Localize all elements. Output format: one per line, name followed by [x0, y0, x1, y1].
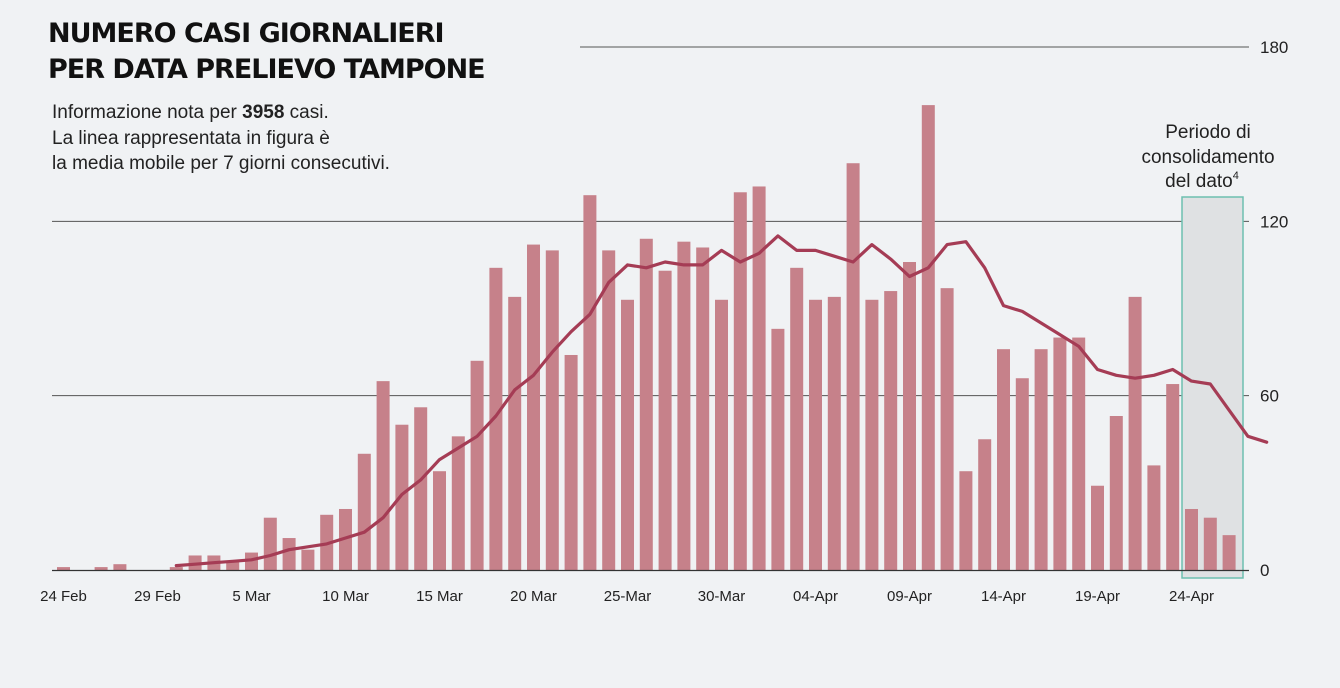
x-tick-label-8: 04-Apr: [793, 588, 838, 605]
chart-title-line-1: NUMERO CASI GIORNALIERI: [48, 18, 445, 49]
bar-39: [790, 267, 804, 570]
bar-0: [57, 567, 70, 570]
bar-23: [489, 267, 503, 570]
y-tick-label-180: 180: [1260, 38, 1288, 57]
bar-3: [113, 564, 127, 570]
bar-60: [1185, 508, 1198, 570]
bar-13: [301, 549, 315, 570]
annotation-text: del dato: [1165, 171, 1233, 192]
annotation-footnote: 4: [1233, 170, 1239, 182]
bar-42: [846, 163, 860, 570]
bar-9: [226, 561, 240, 570]
bar-2: [94, 567, 108, 570]
x-tick-label-9: 09-Apr: [887, 588, 932, 605]
bar-50: [997, 349, 1010, 570]
bar-28: [583, 195, 597, 570]
subtitle-prefix: Informazione nota per: [52, 102, 243, 123]
bar-11: [263, 517, 277, 570]
bar-54: [1072, 337, 1086, 570]
bar-57: [1128, 296, 1142, 570]
x-tick-label-0: 24 Feb: [40, 588, 87, 605]
bar-32: [658, 270, 672, 570]
subtitle-suffix: casi.: [284, 102, 329, 123]
bars: [57, 105, 1236, 571]
bar-34: [696, 247, 710, 570]
bar-37: [752, 186, 766, 570]
bar-61: [1203, 517, 1217, 570]
bar-26: [545, 250, 559, 570]
y-axis-ticks: 0 60 120 180: [1260, 38, 1288, 580]
x-tick-label-12: 24-Apr: [1169, 588, 1214, 605]
bar-47: [940, 288, 954, 570]
x-tick-label-7: 30-Mar: [698, 588, 746, 605]
bar-52: [1034, 349, 1048, 570]
annotation-line-3: del dato4: [1165, 170, 1239, 192]
y-tick-label-60: 60: [1260, 387, 1279, 406]
bar-30: [621, 299, 634, 570]
bar-38: [771, 328, 785, 570]
x-axis-ticks: 24 Feb 29 Feb 5 Mar 10 Mar 15 Mar 20 Mar 25-Ma…: [40, 588, 1214, 605]
subtitle-line-3: la media mobile per 7 giorni consecutivi…: [52, 153, 390, 174]
bar-62: [1222, 535, 1236, 570]
bar-33: [677, 241, 691, 570]
bar-44: [884, 291, 898, 570]
x-tick-label-1: 29 Feb: [134, 588, 181, 605]
total-cases-value: 3958: [242, 102, 285, 123]
bar-35: [715, 299, 728, 570]
bar-12: [282, 538, 296, 570]
bar-45: [903, 262, 916, 570]
bar-31: [639, 238, 653, 570]
bar-27: [564, 354, 578, 570]
bar-56: [1109, 416, 1123, 570]
bar-55: [1091, 485, 1104, 570]
bar-41: [827, 296, 841, 570]
x-tick-label-6: 25-Mar: [604, 588, 652, 605]
x-tick-label-11: 19-Apr: [1075, 588, 1120, 605]
bar-53: [1053, 337, 1067, 570]
bar-16: [357, 453, 371, 570]
bar-24: [508, 296, 522, 570]
bar-51: [1015, 378, 1029, 570]
annotation-line-2: consolidamento: [1141, 147, 1274, 168]
bar-20: [433, 471, 446, 570]
bar-58: [1147, 465, 1161, 570]
subtitle-line-2: La linea rappresentata in figura è: [52, 128, 330, 149]
x-tick-label-10: 14-Apr: [981, 588, 1026, 605]
bar-25: [527, 244, 540, 571]
bar-43: [865, 299, 879, 570]
bar-18: [395, 424, 409, 570]
y-tick-label-0: 0: [1260, 561, 1269, 580]
x-tick-label-5: 20 Mar: [510, 588, 557, 605]
x-tick-label-3: 10 Mar: [322, 588, 369, 605]
annotation-line-1: Periodo di: [1165, 122, 1251, 143]
x-tick-label-2: 5 Mar: [232, 588, 270, 605]
bar-49: [978, 439, 992, 570]
bar-21: [451, 436, 465, 570]
bar-48: [959, 471, 973, 570]
bar-19: [414, 407, 428, 570]
bar-22: [470, 360, 484, 570]
bar-46: [921, 105, 935, 570]
y-tick-label-120: 120: [1260, 212, 1288, 231]
bar-40: [809, 299, 822, 570]
bar-17: [376, 381, 390, 570]
subtitle-line-1: Informazione nota per 3958 casi.: [52, 102, 329, 124]
bar-29: [602, 250, 616, 570]
chart-title-line-2: PER DATA PRELIEVO TAMPONE: [48, 54, 486, 85]
moving-average-line: [174, 234, 1269, 568]
bar-6: [169, 567, 183, 570]
bar-59: [1166, 384, 1180, 570]
x-tick-label-4: 15 Mar: [416, 588, 463, 605]
bar-36: [733, 192, 747, 570]
